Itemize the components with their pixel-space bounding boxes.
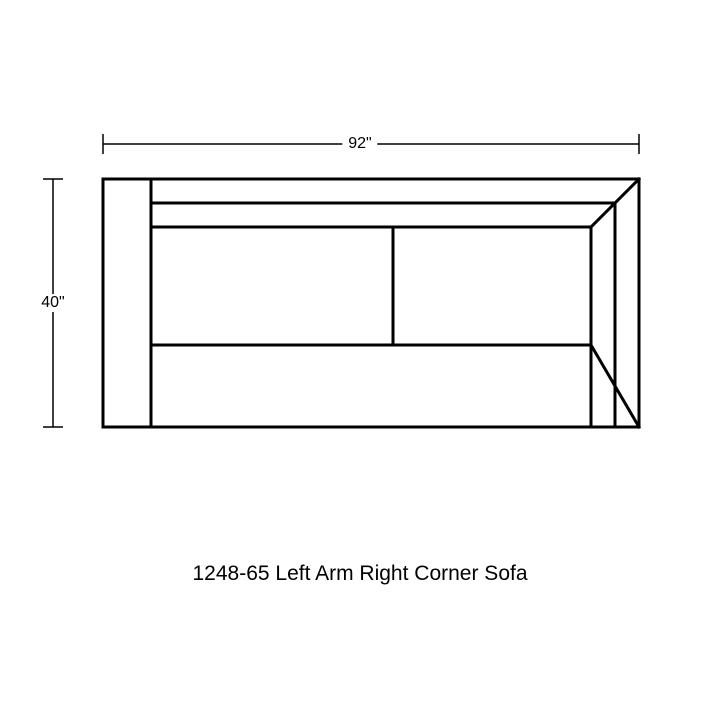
product-caption: 1248-65 Left Arm Right Corner Sofa [192, 562, 527, 586]
height-dimension-label: 40" [35, 294, 70, 312]
width-dimension-label: 92" [342, 135, 377, 153]
dimension-diagram [0, 0, 720, 720]
